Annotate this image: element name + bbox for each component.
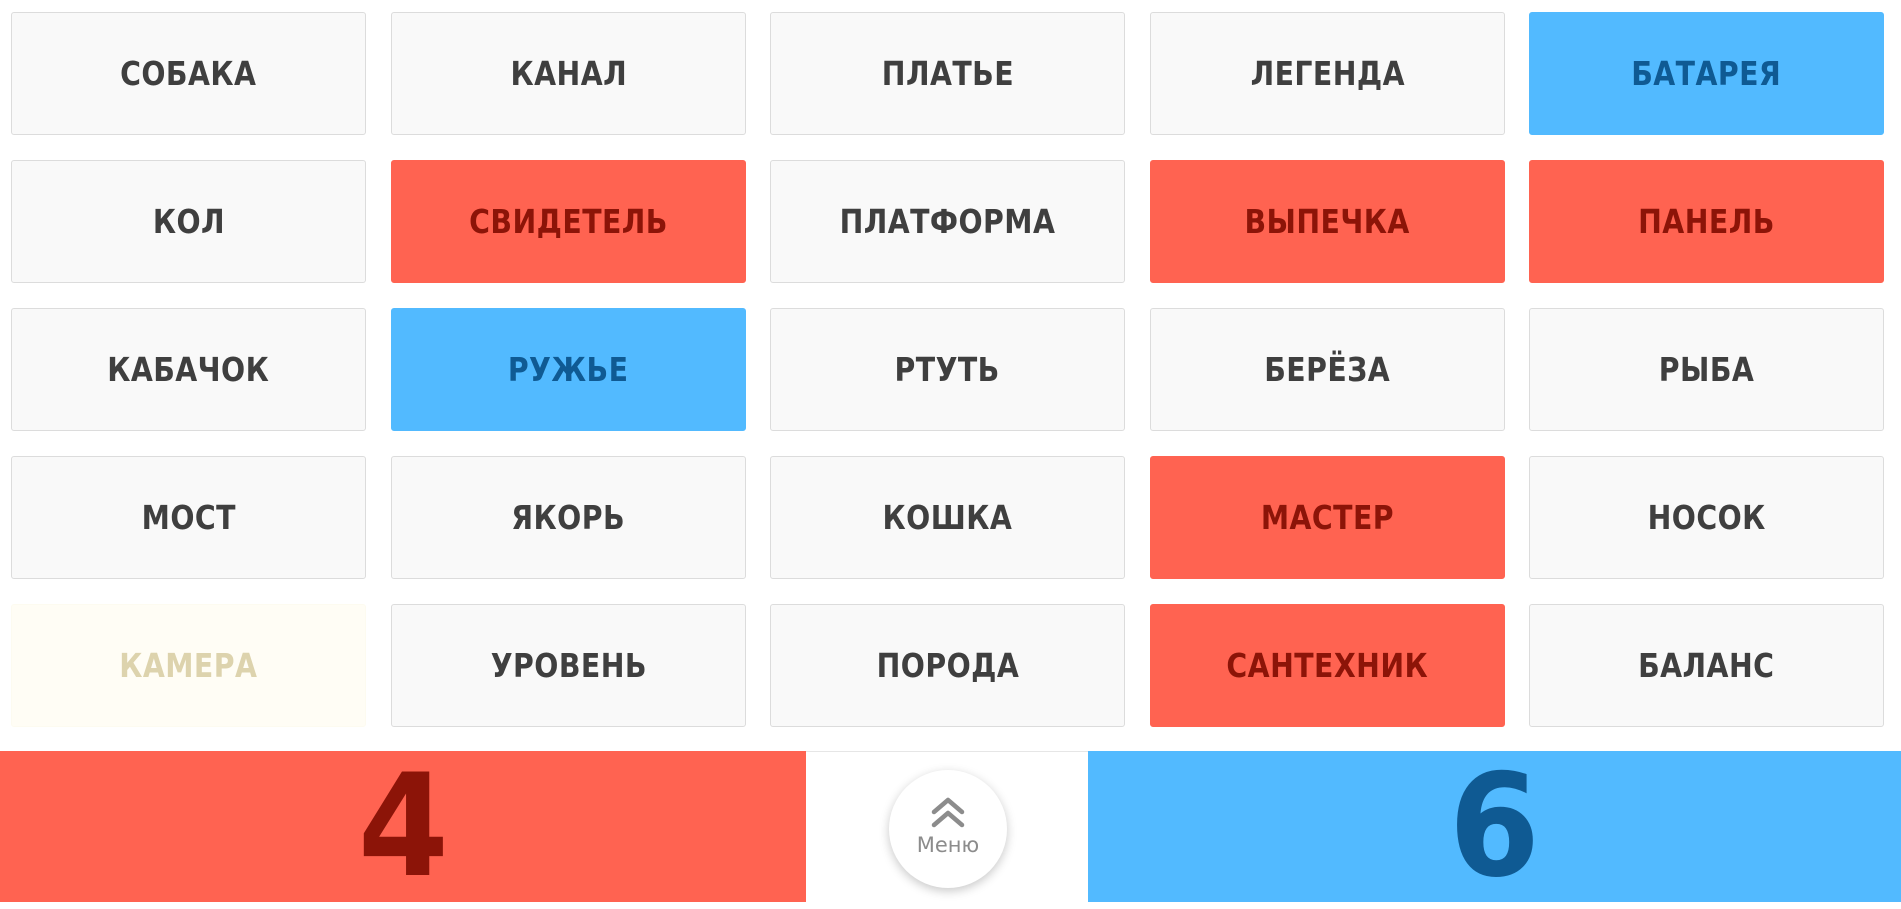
card-word: ПЛАТЬЕ [881, 54, 1014, 93]
card-word: СВИДЕТЕЛЬ [469, 202, 668, 241]
card-word: РЫБА [1658, 350, 1755, 389]
double-chevron-up-icon [931, 797, 965, 828]
card-word: ПОРОДА [876, 646, 1019, 685]
blue-team-score: 6 [1088, 751, 1901, 902]
word-card[interactable]: МОСТ [11, 456, 366, 579]
red-team-score: 4 [0, 751, 806, 902]
word-card[interactable]: КАБАЧОК [11, 308, 366, 431]
word-card[interactable]: БЕРЁЗА [1150, 308, 1505, 431]
menu-label: Меню [916, 833, 980, 857]
card-word: САНТЕХНИК [1226, 646, 1429, 685]
card-word: БЕРЁЗА [1264, 350, 1391, 389]
word-card[interactable]: РТУТЬ [770, 308, 1125, 431]
card-word: ПАНЕЛЬ [1638, 202, 1775, 241]
word-card[interactable]: СВИДЕТЕЛЬ [391, 160, 746, 283]
word-card[interactable]: КАМЕРА [11, 604, 366, 727]
card-word: РТУТЬ [894, 350, 1001, 389]
word-card[interactable]: НОСОК [1529, 456, 1884, 579]
word-card[interactable]: УРОВЕНЬ [391, 604, 746, 727]
card-word: БАЛАНС [1638, 646, 1775, 685]
score-bar: 4 6 [0, 751, 1901, 902]
word-card[interactable]: РЫБА [1529, 308, 1884, 431]
card-word: РУЖЬЕ [508, 350, 629, 389]
word-card[interactable]: ПОРОДА [770, 604, 1125, 727]
word-card[interactable]: РУЖЬЕ [391, 308, 746, 431]
word-card[interactable]: САНТЕХНИК [1150, 604, 1505, 727]
word-card[interactable]: ПЛАТФОРМА [770, 160, 1125, 283]
blue-score-value: 6 [1449, 743, 1540, 909]
card-word: КАБАЧОК [107, 350, 270, 389]
card-word: КОЛ [152, 202, 225, 241]
card-word: МАСТЕР [1260, 498, 1395, 537]
card-word: БАТАРЕЯ [1631, 54, 1782, 93]
card-word: СОБАКА [120, 54, 257, 93]
card-word: НОСОК [1647, 498, 1766, 537]
word-card[interactable]: КОШКА [770, 456, 1125, 579]
word-card[interactable]: ПАНЕЛЬ [1529, 160, 1884, 283]
card-word: КАНАЛ [510, 54, 627, 93]
word-card[interactable]: ЛЕГЕНДА [1150, 12, 1505, 135]
word-card[interactable]: ПЛАТЬЕ [770, 12, 1125, 135]
menu-button[interactable]: Меню [889, 770, 1007, 888]
card-word: КОШКА [882, 498, 1013, 537]
red-score-value: 4 [357, 743, 449, 909]
word-card[interactable]: СОБАКА [11, 12, 366, 135]
card-word: ВЫПЕЧКА [1244, 202, 1411, 241]
card-word: ЛЕГЕНДА [1250, 54, 1405, 93]
word-card[interactable]: КОЛ [11, 160, 366, 283]
word-card[interactable]: БАЛАНС [1529, 604, 1884, 727]
word-card[interactable]: ВЫПЕЧКА [1150, 160, 1505, 283]
card-word: МОСТ [141, 498, 236, 537]
card-word: КАМЕРА [119, 646, 258, 685]
word-card[interactable]: КАНАЛ [391, 12, 746, 135]
card-word: ПЛАТФОРМА [839, 202, 1056, 241]
card-word: УРОВЕНЬ [490, 646, 647, 685]
word-card[interactable]: МАСТЕР [1150, 456, 1505, 579]
game-board: СОБАКА КАНАЛ ПЛАТЬЕ ЛЕГЕНДА БАТАРЕЯ КОЛ СВИДЕТ… [11, 12, 1884, 727]
card-word: ЯКОРЬ [511, 498, 626, 537]
word-card[interactable]: ЯКОРЬ [391, 456, 746, 579]
word-card[interactable]: БАТАРЕЯ [1529, 12, 1884, 135]
